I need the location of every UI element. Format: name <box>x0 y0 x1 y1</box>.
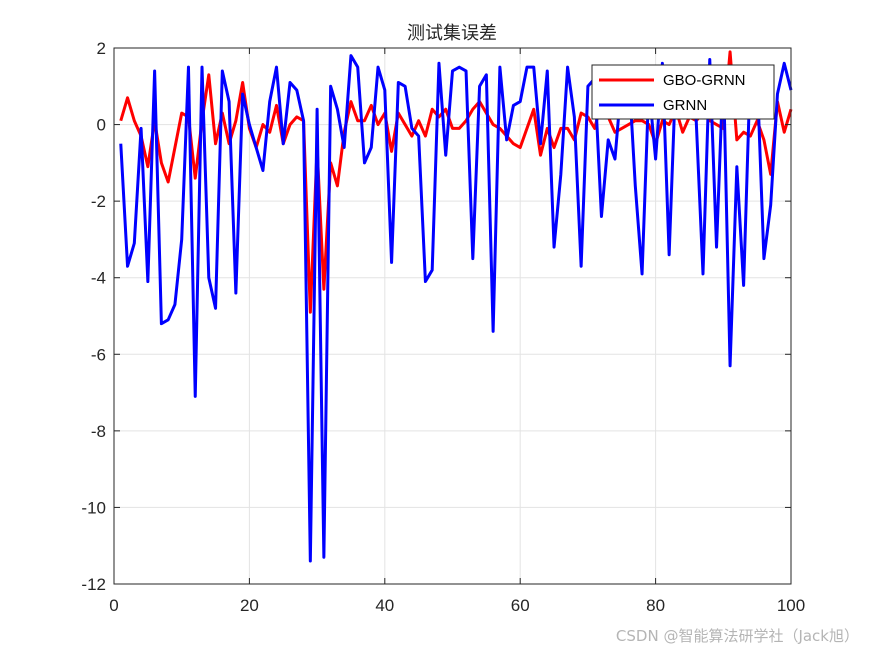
axis-ticks <box>113 47 792 585</box>
legend-box <box>591 64 775 120</box>
y-tick-label: -8 <box>91 422 106 441</box>
legend-label-gbo-grnn: GBO-GRNN <box>663 72 746 89</box>
x-tick-label: 60 <box>511 596 530 615</box>
axes-box <box>113 47 792 585</box>
y-tick-label: -6 <box>91 345 106 364</box>
legend: GBO-GRNN GRNN <box>591 64 775 120</box>
x-tick-label: 20 <box>240 596 259 615</box>
y-tick-label: -12 <box>81 575 106 594</box>
watermark: CSDN @智能算法研学社（Jack旭） <box>615 627 859 645</box>
x-tick-label: 40 <box>375 596 394 615</box>
x-tick-label: 0 <box>109 596 118 615</box>
series-line-gbo-grnn <box>119 50 793 314</box>
y-tick-label: 0 <box>97 116 106 135</box>
x-tick-label: 100 <box>777 596 805 615</box>
y-tick-label: -2 <box>91 192 106 211</box>
y-tick-labels: 2 0 -2 -4 -6 -8 -10 -12 <box>81 39 106 594</box>
y-tick-label: -10 <box>81 498 106 517</box>
y-tick-label: 2 <box>97 39 106 58</box>
legend-label-grnn: GRNN <box>663 97 707 114</box>
x-tick-label: 80 <box>646 596 665 615</box>
x-tick-labels: 0 20 40 60 80 100 <box>109 596 805 615</box>
y-tick-label: -4 <box>91 269 106 288</box>
chart-title: 测试集误差 <box>407 23 497 44</box>
